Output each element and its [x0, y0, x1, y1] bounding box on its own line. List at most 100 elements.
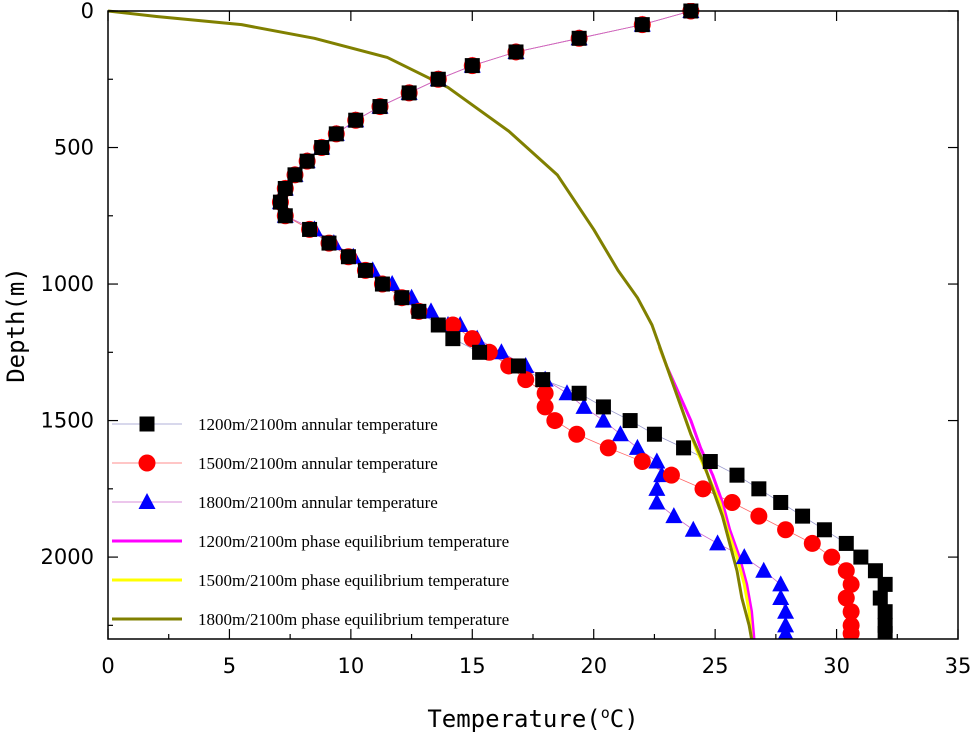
circle-marker	[444, 316, 462, 334]
circle-marker	[662, 466, 680, 484]
square-marker	[571, 30, 587, 46]
circle-marker	[599, 439, 617, 457]
square-marker	[314, 140, 330, 156]
square-marker	[634, 17, 650, 33]
x-tick-label: 20	[580, 654, 607, 678]
circle-marker	[723, 493, 741, 511]
triangle-marker	[648, 452, 666, 469]
marker-group-square	[272, 3, 893, 639]
square-marker	[510, 358, 526, 374]
legend-entry: 1200m/2100m phase equilibrium temperatur…	[112, 532, 509, 551]
square-marker	[472, 344, 488, 360]
square-marker	[277, 208, 293, 224]
circle-marker	[536, 398, 554, 416]
circle-marker	[842, 603, 860, 621]
x-tick-label: 25	[702, 654, 729, 678]
square-marker	[872, 590, 888, 606]
square-marker	[430, 317, 446, 333]
circle-marker	[777, 521, 795, 539]
legend-entry: 1500m/2100m phase equilibrium temperatur…	[112, 571, 509, 590]
square-marker	[816, 522, 832, 538]
square-marker	[729, 467, 745, 483]
square-marker	[838, 535, 854, 551]
square-marker	[411, 303, 427, 319]
legend-label: 1800m/2100m phase equilibrium temperatur…	[198, 610, 509, 629]
legend-square-marker	[139, 416, 155, 432]
square-marker	[277, 180, 293, 196]
square-marker	[595, 399, 611, 415]
square-marker	[877, 626, 893, 639]
square-marker	[877, 576, 893, 592]
square-marker	[867, 563, 883, 579]
triangle-marker	[777, 616, 795, 633]
legend: 1200m/2100m annular temperature 1500m/210…	[112, 415, 509, 629]
square-marker	[622, 413, 638, 429]
x-tick-label: 0	[101, 654, 114, 678]
triangle-marker	[735, 548, 753, 565]
circle-marker	[633, 453, 651, 471]
circle-marker	[837, 589, 855, 607]
triangle-marker	[755, 561, 773, 578]
x-axis-title-superscript: o	[601, 704, 610, 722]
x-tick-label: 15	[459, 654, 486, 678]
axes-layer: 0 5 10 15 20 25 30 35 0 500 1000 1500 2000	[41, 0, 970, 678]
square-marker	[571, 385, 587, 401]
square-marker	[508, 44, 524, 60]
square-marker	[430, 71, 446, 87]
series-layer	[108, 3, 893, 639]
legend-label: 1500m/2100m phase equilibrium temperatur…	[198, 571, 509, 590]
triangle-marker	[594, 411, 612, 428]
y-tick-label: 500	[54, 136, 94, 160]
triangle-marker	[648, 493, 666, 510]
x-tick-label: 35	[945, 654, 970, 678]
triangle-marker	[628, 438, 646, 455]
legend-entry: 1200m/2100m annular temperature	[112, 415, 438, 434]
square-marker	[321, 235, 337, 251]
square-marker	[676, 440, 692, 456]
circle-marker	[842, 575, 860, 593]
square-marker	[877, 604, 893, 620]
square-marker	[302, 221, 318, 237]
circle-marker	[546, 412, 564, 430]
x-axis-title-unit: C)	[610, 705, 639, 733]
legend-label: 1200m/2100m phase equilibrium temperatur…	[198, 532, 509, 551]
legend-entry: 1800m/2100m phase equilibrium temperatur…	[112, 610, 509, 629]
square-marker	[357, 262, 373, 278]
square-marker	[464, 58, 480, 74]
square-marker	[374, 276, 390, 292]
triangle-marker	[777, 624, 794, 639]
square-marker	[795, 508, 811, 524]
circle-marker	[837, 562, 855, 580]
square-marker	[272, 194, 288, 210]
square-marker	[328, 126, 344, 142]
legend-label: 1500m/2100m annular temperature	[198, 454, 438, 473]
circle-marker	[517, 371, 535, 389]
circle-marker	[568, 425, 586, 443]
phase-curve-1	[657, 346, 756, 639]
square-marker	[287, 167, 303, 183]
circle-marker	[463, 330, 481, 348]
y-axis-title: Depth(m)	[2, 267, 30, 383]
legend-circle-marker	[138, 454, 156, 472]
triangle-marker	[575, 397, 593, 414]
triangle-marker	[709, 534, 727, 551]
square-marker	[751, 481, 767, 497]
square-marker	[702, 454, 718, 470]
square-marker	[372, 99, 388, 115]
y-tick-label: 2000	[41, 545, 94, 569]
square-marker	[853, 549, 869, 565]
triangle-marker	[558, 384, 576, 401]
legend-label: 1200m/2100m annular temperature	[198, 415, 438, 434]
triangle-marker	[611, 425, 629, 442]
square-marker	[445, 331, 461, 347]
circle-marker	[750, 507, 768, 525]
square-marker	[340, 249, 356, 265]
y-tick-label: 0	[81, 0, 94, 23]
x-tick-label: 10	[337, 654, 364, 678]
triangle-marker	[648, 479, 666, 496]
square-marker	[646, 426, 662, 442]
x-axis-title: Temperature(oC)	[427, 704, 638, 733]
y-tick-label: 1000	[41, 272, 94, 296]
triangle-marker	[665, 507, 683, 524]
